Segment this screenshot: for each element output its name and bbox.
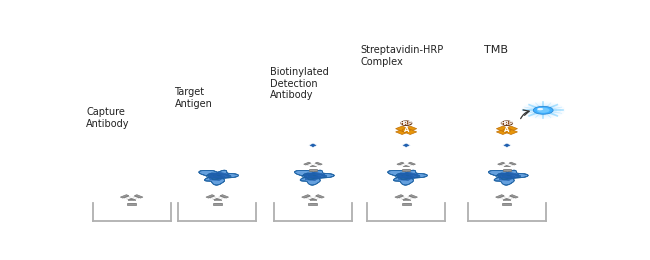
FancyBboxPatch shape — [213, 203, 222, 205]
Polygon shape — [294, 170, 334, 185]
FancyBboxPatch shape — [402, 169, 410, 171]
FancyBboxPatch shape — [309, 203, 317, 205]
FancyBboxPatch shape — [402, 203, 411, 205]
Polygon shape — [402, 143, 410, 147]
Polygon shape — [504, 126, 517, 132]
Circle shape — [529, 105, 557, 116]
Polygon shape — [505, 163, 514, 166]
FancyBboxPatch shape — [214, 199, 221, 203]
FancyBboxPatch shape — [128, 199, 135, 203]
Polygon shape — [404, 163, 413, 166]
Text: HRP: HRP — [400, 121, 413, 126]
Text: Streptavidin-HRP
Complex: Streptavidin-HRP Complex — [361, 45, 444, 67]
Polygon shape — [489, 170, 528, 185]
Polygon shape — [311, 163, 320, 166]
Polygon shape — [497, 126, 510, 132]
Text: A: A — [504, 127, 510, 133]
Polygon shape — [215, 196, 226, 200]
FancyBboxPatch shape — [502, 203, 512, 205]
Polygon shape — [120, 195, 129, 198]
Text: Capture
Antibody: Capture Antibody — [86, 107, 130, 129]
Polygon shape — [220, 195, 229, 198]
Circle shape — [504, 122, 507, 123]
Polygon shape — [396, 126, 410, 132]
Polygon shape — [395, 195, 404, 198]
Polygon shape — [304, 162, 311, 165]
Polygon shape — [206, 195, 215, 198]
Polygon shape — [397, 162, 404, 165]
Circle shape — [503, 129, 511, 132]
Polygon shape — [399, 163, 408, 166]
FancyBboxPatch shape — [309, 169, 317, 171]
Polygon shape — [500, 163, 508, 166]
Polygon shape — [316, 195, 324, 198]
Polygon shape — [130, 196, 140, 200]
Polygon shape — [408, 162, 415, 165]
FancyBboxPatch shape — [404, 166, 409, 169]
Circle shape — [403, 122, 406, 123]
Text: A: A — [404, 127, 409, 133]
FancyBboxPatch shape — [503, 169, 511, 171]
FancyBboxPatch shape — [504, 199, 510, 203]
Polygon shape — [135, 195, 143, 198]
Polygon shape — [497, 129, 510, 134]
Polygon shape — [199, 170, 239, 185]
FancyBboxPatch shape — [127, 203, 136, 205]
Polygon shape — [311, 196, 322, 200]
Circle shape — [533, 106, 553, 114]
Polygon shape — [388, 170, 427, 185]
Polygon shape — [306, 163, 315, 166]
Polygon shape — [498, 196, 509, 200]
Polygon shape — [309, 143, 317, 147]
Polygon shape — [403, 129, 417, 134]
Polygon shape — [498, 162, 504, 165]
Polygon shape — [403, 126, 417, 132]
Circle shape — [525, 103, 561, 118]
Circle shape — [537, 108, 550, 113]
Polygon shape — [509, 162, 516, 165]
Circle shape — [400, 121, 412, 125]
Polygon shape — [302, 195, 310, 198]
Text: HRP: HRP — [500, 121, 514, 126]
Polygon shape — [304, 196, 315, 200]
Text: TMB: TMB — [484, 45, 508, 55]
Polygon shape — [502, 143, 511, 147]
Polygon shape — [510, 195, 518, 198]
Circle shape — [521, 102, 565, 119]
Text: Target
Antigen: Target Antigen — [174, 87, 213, 109]
Polygon shape — [404, 196, 415, 200]
Polygon shape — [123, 196, 133, 200]
Polygon shape — [505, 196, 516, 200]
Polygon shape — [495, 195, 504, 198]
Polygon shape — [315, 162, 322, 165]
Circle shape — [501, 121, 513, 125]
Circle shape — [537, 108, 543, 110]
FancyBboxPatch shape — [310, 166, 316, 169]
Polygon shape — [396, 129, 410, 134]
FancyBboxPatch shape — [309, 199, 317, 203]
Polygon shape — [397, 196, 408, 200]
Polygon shape — [209, 196, 219, 200]
FancyBboxPatch shape — [504, 166, 510, 169]
Polygon shape — [409, 195, 417, 198]
Circle shape — [402, 129, 410, 132]
FancyBboxPatch shape — [403, 199, 410, 203]
Text: Biotinylated
Detection
Antibody: Biotinylated Detection Antibody — [270, 67, 329, 100]
Polygon shape — [504, 129, 517, 134]
